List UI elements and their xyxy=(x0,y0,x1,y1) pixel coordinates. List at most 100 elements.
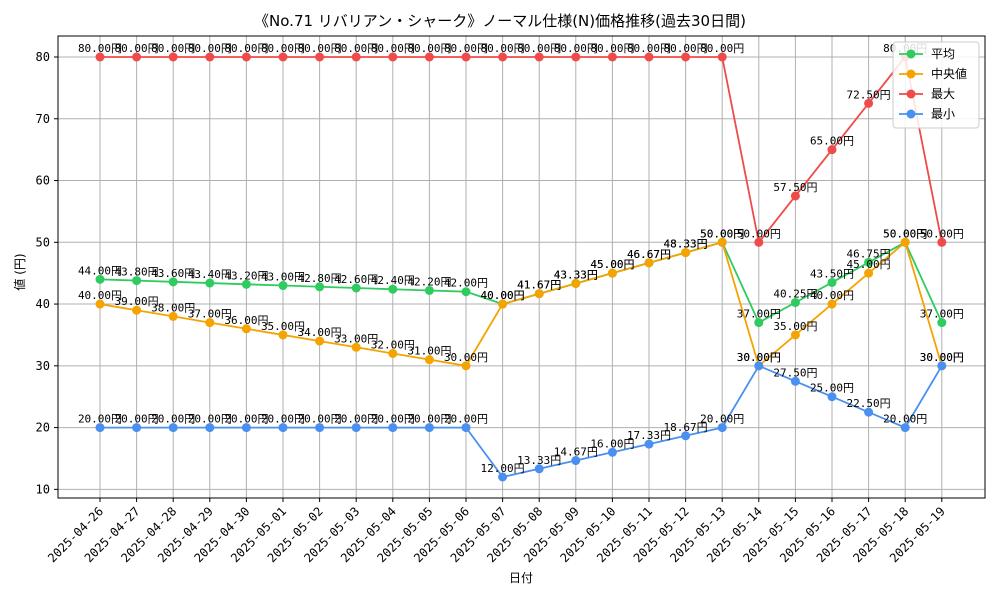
data-point xyxy=(790,298,800,308)
y-tick-label: 20 xyxy=(36,421,50,435)
data-label: 43.60円 xyxy=(151,267,195,280)
data-point xyxy=(937,318,947,328)
data-point xyxy=(534,52,544,62)
data-label: 43.33円 xyxy=(554,268,598,281)
data-point xyxy=(644,439,654,449)
data-point xyxy=(168,277,178,287)
data-point xyxy=(827,145,837,155)
data-label: 17.33円 xyxy=(627,429,671,442)
data-labels-group: 44.00円43.80円43.60円43.40円43.20円43.00円42.8… xyxy=(78,42,964,475)
data-label: 80.00円 xyxy=(78,42,122,55)
data-point xyxy=(278,52,288,62)
series-group xyxy=(95,52,947,482)
data-point xyxy=(241,423,251,433)
data-label: 50.00円 xyxy=(883,227,927,240)
y-tick-label: 70 xyxy=(36,112,50,126)
data-label: 80.00円 xyxy=(224,42,268,55)
data-label: 20.00円 xyxy=(371,413,415,426)
data-point xyxy=(498,299,508,309)
legend-label: 最大 xyxy=(931,87,955,101)
data-point xyxy=(132,276,142,286)
data-label: 65.00円 xyxy=(810,135,854,148)
data-label: 42.40円 xyxy=(371,274,415,287)
data-label: 40.00円 xyxy=(78,289,122,302)
data-point xyxy=(388,52,398,62)
data-label: 80.00円 xyxy=(334,42,378,55)
data-label: 80.00円 xyxy=(590,42,634,55)
data-label: 41.67円 xyxy=(517,279,561,292)
data-label: 35.00円 xyxy=(773,320,817,333)
data-point xyxy=(95,52,105,62)
data-point xyxy=(754,361,764,371)
data-label: 13.33円 xyxy=(517,454,561,467)
data-label: 80.00円 xyxy=(151,42,195,55)
legend-box xyxy=(892,41,980,129)
data-point xyxy=(717,52,727,62)
data-point xyxy=(315,336,325,346)
data-point xyxy=(132,52,142,62)
data-label: 20.00円 xyxy=(700,413,744,426)
data-label: 43.20円 xyxy=(224,269,268,282)
y-tick-label: 50 xyxy=(36,235,50,249)
y-tick-label: 10 xyxy=(36,482,50,496)
data-label: 50.00円 xyxy=(883,227,927,240)
data-point xyxy=(424,52,434,62)
data-point xyxy=(388,284,398,294)
data-point xyxy=(205,318,215,328)
data-point xyxy=(607,447,617,457)
data-point xyxy=(900,237,910,247)
data-label: 40.00円 xyxy=(481,289,525,302)
data-label: 14.67円 xyxy=(554,446,598,459)
data-point xyxy=(205,278,215,288)
data-point xyxy=(95,423,105,433)
data-point xyxy=(790,330,800,340)
data-label: 44.00円 xyxy=(78,264,122,277)
data-label: 46.67円 xyxy=(627,248,671,261)
data-point xyxy=(754,237,764,247)
data-point xyxy=(168,311,178,321)
data-point xyxy=(571,52,581,62)
data-label: 48.33円 xyxy=(664,238,708,251)
data-point xyxy=(534,464,544,474)
data-point xyxy=(717,423,727,433)
data-point xyxy=(95,274,105,284)
data-point xyxy=(388,348,398,358)
data-label: 37.00円 xyxy=(920,308,964,321)
data-point xyxy=(132,305,142,315)
data-point xyxy=(424,355,434,365)
data-point xyxy=(424,285,434,295)
data-point xyxy=(864,98,874,108)
data-point xyxy=(607,52,617,62)
data-label: 72.50円 xyxy=(847,88,891,101)
data-point xyxy=(205,52,215,62)
data-point xyxy=(937,361,947,371)
data-label: 30.00円 xyxy=(444,351,488,364)
data-point xyxy=(717,237,727,247)
data-point xyxy=(900,423,910,433)
x-axis-label: 日付 xyxy=(509,571,533,585)
data-point xyxy=(278,330,288,340)
data-label: 43.00円 xyxy=(261,271,305,284)
data-label: 25.00円 xyxy=(810,382,854,395)
data-label: 43.33円 xyxy=(554,268,598,281)
data-point xyxy=(205,423,215,433)
data-point xyxy=(315,282,325,292)
data-label: 80.00円 xyxy=(115,42,159,55)
data-point xyxy=(278,281,288,291)
data-label: 20.00円 xyxy=(115,413,159,426)
data-label: 20.00円 xyxy=(224,413,268,426)
data-label: 50.00円 xyxy=(700,227,744,240)
data-point xyxy=(351,342,361,352)
data-label: 20.00円 xyxy=(334,413,378,426)
data-label: 20.00円 xyxy=(261,413,305,426)
data-point xyxy=(827,299,837,309)
data-label: 40.00円 xyxy=(481,289,525,302)
data-point xyxy=(461,287,471,297)
data-point xyxy=(937,237,947,247)
data-label: 50.00円 xyxy=(700,227,744,240)
data-point xyxy=(681,431,691,441)
data-label: 50.00円 xyxy=(920,227,964,240)
data-point xyxy=(790,376,800,386)
data-label: 20.00円 xyxy=(883,413,927,426)
